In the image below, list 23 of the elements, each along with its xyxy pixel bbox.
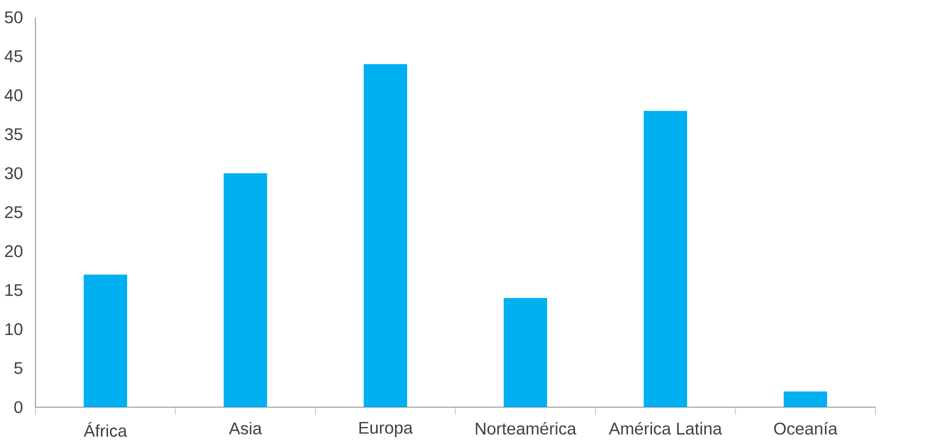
bar: [504, 298, 548, 407]
x-tick-label: América Latina: [608, 422, 722, 434]
x-tick-label: África: [84, 422, 128, 437]
y-tick-label: 0: [14, 400, 22, 413]
y-tick-label: 20: [5, 245, 22, 258]
y-tick-label: 40: [4, 89, 22, 102]
y-tick-label: 30: [4, 167, 22, 180]
x-tick-label: Oceanía: [774, 422, 838, 434]
y-tick-label: 10: [6, 322, 22, 335]
bar: [364, 64, 408, 407]
y-tick-label: 15: [6, 284, 22, 296]
x-tick-label: Asia: [228, 422, 262, 434]
x-tick-label: Europa: [359, 422, 413, 438]
y-tick-label: 45: [4, 50, 22, 62]
y-tick-label: 35: [4, 128, 22, 140]
y-tick-label: 50: [4, 11, 22, 24]
bar: [84, 274, 128, 407]
x-tick-label: Norteamérica: [476, 422, 576, 434]
y-tick-label: 5: [14, 362, 22, 374]
bar: [784, 391, 828, 407]
bar: [644, 110, 688, 407]
bar: [224, 173, 268, 407]
y-tick-label: 25: [5, 206, 22, 218]
